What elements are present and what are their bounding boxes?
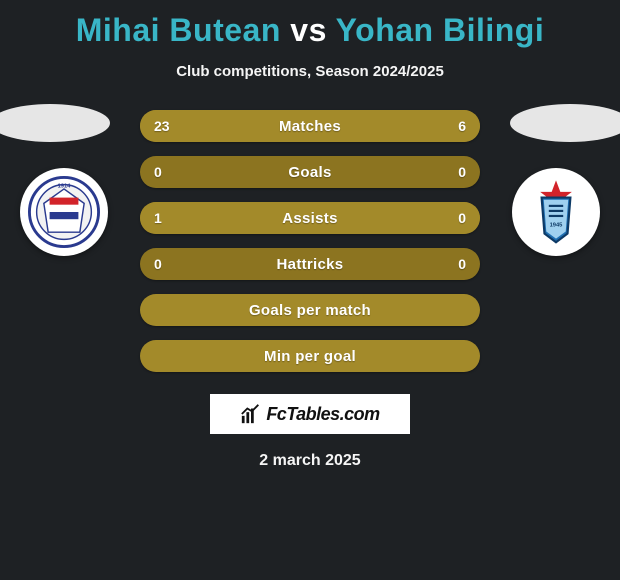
stat-value-a: 1 — [154, 202, 162, 234]
comparison-subtitle: Club competitions, Season 2024/2025 — [0, 63, 620, 80]
spartak-crest-icon: 1945 — [520, 176, 592, 248]
club-badge-right: 1945 — [512, 168, 600, 256]
stat-value-b: 0 — [458, 202, 466, 234]
stat-label: Hattricks — [140, 248, 480, 280]
stat-bar: Goals0 0 — [140, 156, 480, 188]
comparison-stage: 1914 1945 Matches236Goals00Assists10Hatt… — [0, 104, 620, 372]
stat-label: Goals per match — [140, 294, 480, 326]
vs-word: vs — [290, 12, 327, 48]
player-a-name: Mihai Butean — [76, 12, 281, 48]
stat-label: Min per goal — [140, 340, 480, 372]
stat-value-b: 0 — [458, 248, 466, 280]
stat-value-a: 0 — [154, 156, 162, 188]
stat-bar: Min per goal — [140, 340, 480, 372]
svg-text:1914: 1914 — [58, 184, 72, 190]
platform-ellipse-right — [510, 104, 620, 142]
match-date: 2 march 2025 — [0, 452, 620, 470]
svg-text:1945: 1945 — [550, 222, 564, 228]
player-b-name: Yohan Bilingi — [336, 12, 545, 48]
comparison-title: Mihai Butean vs Yohan Bilingi — [0, 0, 620, 49]
platform-ellipse-left — [0, 104, 110, 142]
stat-value-b: 0 — [458, 156, 466, 188]
branding-badge: FcTables.com — [210, 394, 410, 434]
stat-bar: Assists1 0 — [140, 202, 480, 234]
stat-bar: Hattricks0 0 — [140, 248, 480, 280]
branding-text: FcTables.com — [266, 404, 379, 425]
stat-bar: Matches23 6 — [140, 110, 480, 142]
stat-label: Assists — [140, 202, 480, 234]
stat-bar: Goals per match — [140, 294, 480, 326]
club-badge-left: 1914 — [20, 168, 108, 256]
stat-value-a: 0 — [154, 248, 162, 280]
stat-value-b: 6 — [458, 110, 466, 142]
stat-label: Goals — [140, 156, 480, 188]
stat-label: Matches — [140, 110, 480, 142]
fctables-logo-icon — [240, 403, 262, 425]
vojvodina-crest-icon: 1914 — [28, 176, 100, 248]
stat-value-a: 23 — [154, 110, 170, 142]
stat-rows: Matches236Goals00Assists10Hattricks00Goa… — [140, 104, 480, 372]
